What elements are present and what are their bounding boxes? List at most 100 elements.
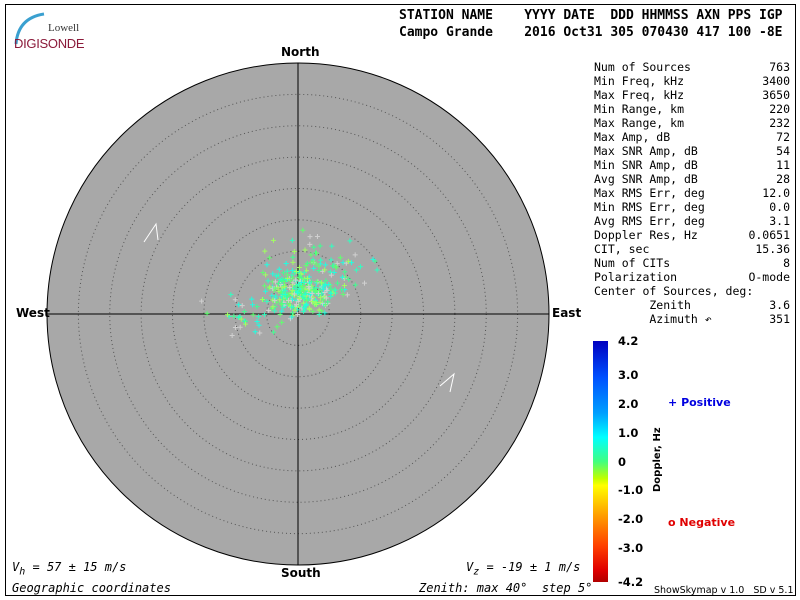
source-point [228, 292, 234, 298]
source-point [296, 281, 302, 287]
source-point [370, 256, 376, 262]
source-point [349, 260, 355, 266]
coordinate-system: Geographic coordinates [12, 581, 171, 595]
source-point [301, 269, 307, 275]
source-point [254, 304, 260, 310]
logo-arc-icon [14, 12, 45, 45]
source-point [300, 227, 306, 233]
source-point [264, 262, 270, 268]
source-point [312, 288, 318, 294]
source-point [289, 314, 295, 320]
source-point [310, 308, 316, 314]
stat-value: O-mode [748, 270, 790, 284]
source-point [275, 285, 281, 291]
source-point [317, 295, 323, 301]
source-point [266, 255, 272, 261]
source-point [302, 291, 308, 297]
source-point [293, 269, 299, 275]
stat-value: 11 [776, 158, 790, 172]
legend-negative-label: Negative [679, 516, 736, 529]
source-point [325, 299, 331, 305]
source-point [270, 237, 276, 243]
circle-icon: o [668, 516, 676, 529]
source-point [317, 299, 323, 305]
source-point [334, 261, 340, 267]
source-point [340, 260, 346, 266]
vertical-velocity: Vz = -19 ± 1 m/s [466, 560, 580, 577]
stat-value: 72 [776, 130, 790, 144]
source-point [271, 329, 277, 335]
source-point [290, 310, 296, 316]
source-point [279, 319, 285, 325]
source-point [275, 281, 281, 287]
source-point [311, 244, 317, 250]
source-point [296, 295, 302, 301]
source-point [317, 243, 323, 249]
legend-negative: o Negative [668, 516, 735, 529]
source-point [290, 259, 296, 265]
source-point [328, 290, 334, 296]
source-point [199, 298, 205, 304]
stat-label: Zenith [594, 298, 691, 312]
source-point [290, 280, 296, 286]
source-point [352, 252, 358, 258]
stat-value: 3400 [762, 74, 790, 88]
source-point [282, 284, 288, 290]
source-point [272, 308, 278, 314]
stat-value: 351 [769, 312, 790, 326]
statistics-panel: Num of Sources 763 Min Freq, kHz 3400 Max Fr… [594, 60, 790, 326]
source-point [276, 272, 282, 278]
source-point [252, 329, 258, 335]
stat-value: 763 [769, 60, 790, 74]
stat-row: Num of CITs 8 [594, 256, 790, 270]
source-point [309, 298, 315, 304]
source-point [322, 289, 328, 295]
source-point [339, 274, 345, 280]
stat-label: Azimuth ↶ [594, 312, 712, 326]
source-point [315, 291, 321, 297]
source-point [322, 302, 328, 308]
source-point [333, 263, 339, 269]
source-point [285, 297, 291, 303]
colorbar-tick-label: -4.2 [618, 575, 644, 589]
source-point [280, 304, 286, 310]
velocity-arrow-east [439, 372, 455, 393]
source-point [329, 243, 335, 249]
source-point [321, 284, 327, 290]
source-point [264, 298, 270, 304]
compass-north: North [281, 45, 320, 59]
stat-row: Zenith 3.6 [594, 298, 790, 312]
source-point [339, 287, 345, 293]
stat-value: 232 [769, 116, 790, 130]
source-point [250, 312, 256, 318]
source-point [291, 249, 297, 255]
stat-value: 3.1 [769, 214, 790, 228]
logo-digisonde: DIGISONDE [14, 36, 85, 51]
source-point [274, 324, 280, 330]
source-point [238, 316, 244, 322]
plus-icon: + [668, 396, 678, 409]
source-point [304, 275, 310, 281]
stat-label: Min RMS Err, deg [594, 200, 705, 214]
source-point [323, 278, 329, 284]
compass-west: West [16, 306, 50, 320]
source-point [292, 307, 298, 313]
source-point [291, 285, 297, 291]
source-point [306, 296, 312, 302]
source-point [341, 282, 347, 288]
stat-row: Min Range, km 220 [594, 102, 790, 116]
source-point [262, 248, 268, 254]
velocity-arrow-west [143, 222, 159, 243]
source-point [298, 279, 304, 285]
stat-label: Doppler Res, Hz [594, 228, 698, 242]
stat-row: Doppler Res, Hz 0.0651 [594, 228, 790, 242]
source-point [326, 282, 332, 288]
logo-lowell: Lowell [48, 22, 80, 34]
source-point [277, 312, 283, 318]
source-point [290, 254, 296, 260]
stat-value: 3.6 [769, 298, 790, 312]
stat-label: CIT, sec [594, 242, 650, 256]
source-point [319, 300, 325, 306]
source-point [319, 308, 325, 314]
stat-label: Num of CITs [594, 256, 671, 270]
